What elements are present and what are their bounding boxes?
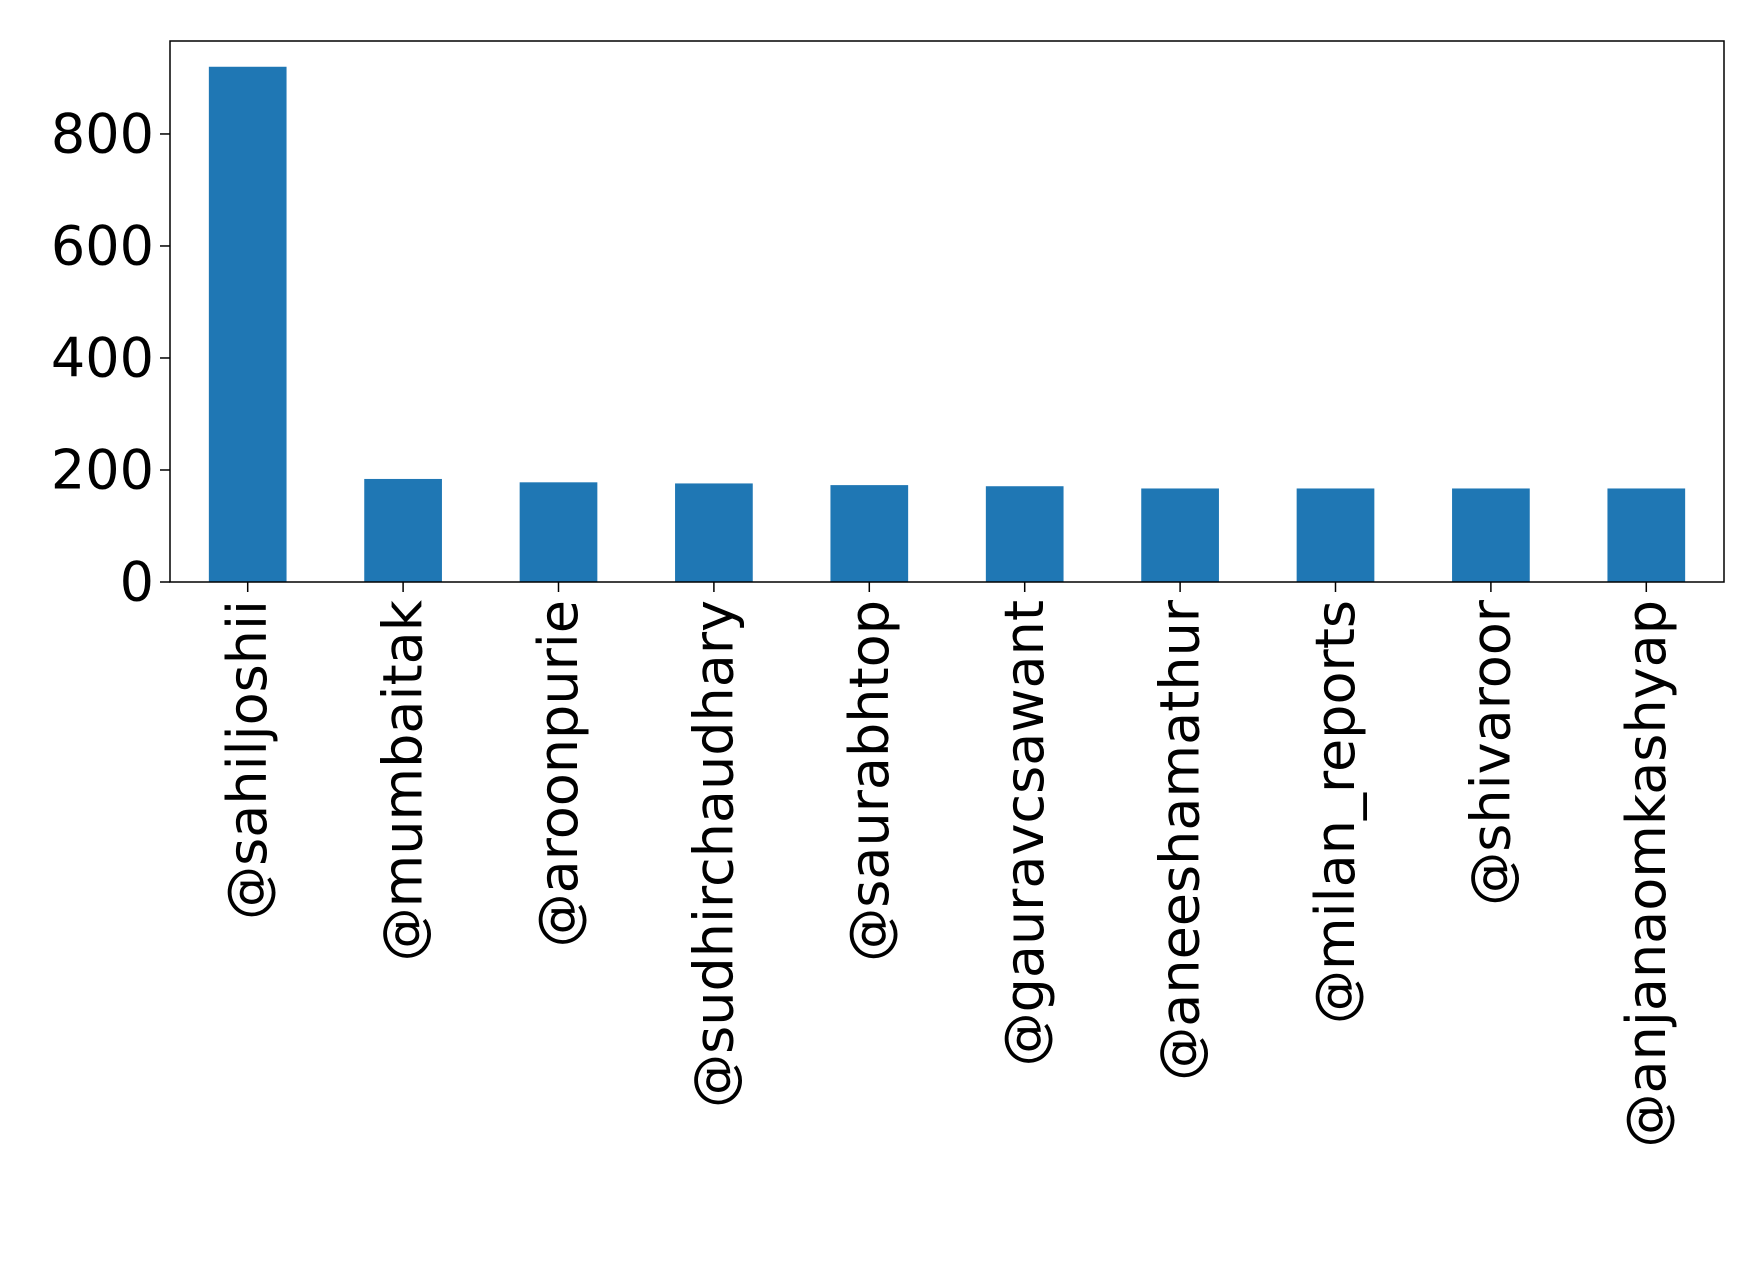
x-tick-label: @mumbaitak (372, 599, 435, 961)
bar-milan-reports (1296, 488, 1375, 582)
bar-gauravcsawant (985, 486, 1064, 582)
y-tick-label: 800 (51, 102, 154, 165)
x-axis: @sahiljoshii @mumbaitak @aroonpurie @sudhir… (216, 582, 1678, 1147)
y-tick-label: 0 (120, 551, 154, 614)
x-tick-label: @sahiljoshii (216, 600, 279, 920)
x-tick-label: @shivaroor (1459, 599, 1522, 906)
bar-aneeshamathur (1141, 488, 1219, 582)
x-tick-label: @gauravcsawant (993, 600, 1056, 1066)
bars-group (208, 66, 1686, 582)
x-tick-label: @aneeshamathur (1149, 599, 1212, 1081)
x-tick-label: @aroonpurie (527, 600, 590, 947)
bar-shivaroor (1452, 488, 1530, 582)
bar-sahiljoshii (208, 66, 287, 582)
y-tick-label: 200 (51, 438, 154, 501)
y-tick-label: 400 (51, 326, 154, 389)
x-tick-label: @sudhirchaudhary (682, 600, 745, 1108)
x-tick-label: @anjanaomkashyap (1615, 600, 1678, 1147)
y-axis: 0 200 400 600 800 (51, 102, 170, 614)
y-tick-label: 600 (51, 214, 154, 277)
bar-sudhirchaudhary (675, 483, 753, 582)
bar-aroonpurie (519, 482, 598, 582)
x-tick-label: @saurabhtop (838, 600, 901, 962)
bar-anjanaomkashyap (1607, 488, 1686, 582)
bar-saurabhtop (830, 485, 909, 582)
x-tick-label: @milan_reports (1304, 600, 1367, 1024)
plot-frame (169, 40, 1725, 583)
bar-mumbaitak (364, 478, 442, 582)
